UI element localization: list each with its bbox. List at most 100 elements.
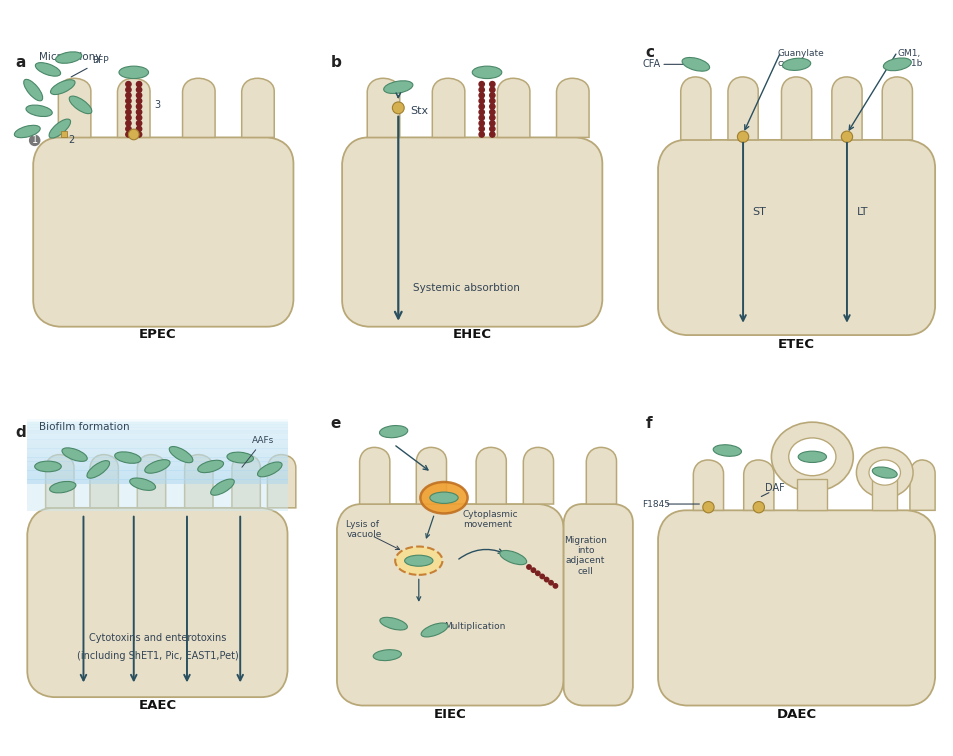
Circle shape: [136, 93, 142, 98]
Ellipse shape: [472, 66, 501, 79]
Text: d: d: [15, 425, 26, 440]
Circle shape: [489, 104, 495, 109]
Circle shape: [702, 501, 714, 513]
Text: b: b: [330, 54, 341, 70]
Circle shape: [136, 82, 142, 87]
Ellipse shape: [395, 547, 442, 575]
Ellipse shape: [35, 63, 61, 76]
PathPatch shape: [476, 448, 506, 504]
PathPatch shape: [137, 454, 166, 508]
PathPatch shape: [693, 460, 722, 510]
Circle shape: [136, 132, 142, 137]
Ellipse shape: [788, 438, 835, 476]
Circle shape: [126, 104, 131, 109]
Ellipse shape: [227, 452, 253, 463]
PathPatch shape: [182, 79, 214, 138]
Text: Lysis of
vacuole: Lysis of vacuole: [346, 519, 381, 539]
PathPatch shape: [416, 448, 446, 504]
Circle shape: [129, 129, 139, 140]
Circle shape: [478, 93, 484, 98]
Circle shape: [531, 568, 535, 572]
Ellipse shape: [26, 105, 52, 116]
Ellipse shape: [856, 448, 912, 497]
PathPatch shape: [432, 79, 464, 138]
PathPatch shape: [46, 454, 74, 508]
Ellipse shape: [257, 462, 282, 477]
Ellipse shape: [798, 451, 825, 463]
Circle shape: [752, 501, 763, 513]
Circle shape: [489, 126, 495, 132]
Text: Biofilm formation: Biofilm formation: [39, 422, 130, 432]
Bar: [28, 413, 287, 416]
PathPatch shape: [586, 448, 616, 504]
Bar: [28, 470, 287, 476]
Circle shape: [478, 104, 484, 109]
Circle shape: [126, 126, 131, 132]
Text: Cytoplasmic
movement: Cytoplasmic movement: [462, 510, 518, 529]
PathPatch shape: [33, 138, 294, 327]
PathPatch shape: [831, 77, 862, 140]
PathPatch shape: [359, 448, 390, 504]
Circle shape: [489, 98, 495, 104]
Circle shape: [489, 115, 495, 120]
Text: Stx: Stx: [410, 106, 428, 116]
Text: a: a: [15, 54, 26, 70]
PathPatch shape: [58, 79, 91, 138]
Bar: [28, 430, 287, 435]
Circle shape: [136, 110, 142, 115]
Text: DAF: DAF: [764, 483, 784, 494]
Bar: [28, 466, 287, 471]
Ellipse shape: [420, 482, 467, 513]
Text: Migration
into
adjacent
cell: Migration into adjacent cell: [563, 535, 606, 576]
Bar: [28, 410, 287, 414]
PathPatch shape: [658, 510, 934, 705]
PathPatch shape: [909, 460, 934, 510]
PathPatch shape: [185, 454, 213, 508]
Text: DAEC: DAEC: [776, 708, 816, 721]
Bar: [28, 479, 287, 484]
PathPatch shape: [882, 77, 911, 140]
Ellipse shape: [114, 452, 141, 463]
Circle shape: [535, 571, 539, 575]
Circle shape: [553, 584, 558, 588]
Ellipse shape: [868, 460, 900, 485]
Ellipse shape: [62, 448, 87, 461]
Bar: [28, 416, 287, 419]
Ellipse shape: [681, 57, 709, 71]
Bar: [797, 479, 826, 510]
Ellipse shape: [145, 460, 170, 473]
Text: ETEC: ETEC: [778, 338, 814, 351]
Bar: [28, 475, 287, 480]
Circle shape: [489, 110, 495, 115]
Circle shape: [489, 93, 495, 98]
Ellipse shape: [420, 623, 448, 637]
PathPatch shape: [563, 504, 632, 705]
Circle shape: [526, 565, 531, 569]
PathPatch shape: [680, 77, 710, 140]
Circle shape: [136, 121, 142, 126]
Ellipse shape: [383, 81, 413, 94]
Circle shape: [478, 121, 484, 126]
Text: Microcolony: Microcolony: [39, 51, 101, 62]
Bar: [28, 427, 287, 431]
Ellipse shape: [87, 460, 110, 479]
Circle shape: [478, 110, 484, 115]
PathPatch shape: [28, 508, 287, 697]
Circle shape: [478, 98, 484, 104]
Text: EPEC: EPEC: [138, 328, 176, 342]
Text: F1845: F1845: [641, 500, 670, 509]
Circle shape: [126, 87, 131, 92]
Circle shape: [478, 126, 484, 132]
Ellipse shape: [55, 52, 82, 64]
Circle shape: [136, 115, 142, 120]
Text: ST: ST: [752, 207, 765, 217]
Text: Systemic absorbtion: Systemic absorbtion: [413, 284, 519, 293]
Text: 2: 2: [69, 135, 74, 145]
PathPatch shape: [117, 79, 150, 138]
Circle shape: [489, 132, 495, 137]
Text: EIEC: EIEC: [434, 708, 466, 721]
Circle shape: [126, 82, 131, 87]
Text: (including ShET1, Pic, EAST1,Pet): (including ShET1, Pic, EAST1,Pet): [76, 651, 238, 661]
Ellipse shape: [781, 58, 810, 70]
Ellipse shape: [70, 96, 91, 113]
